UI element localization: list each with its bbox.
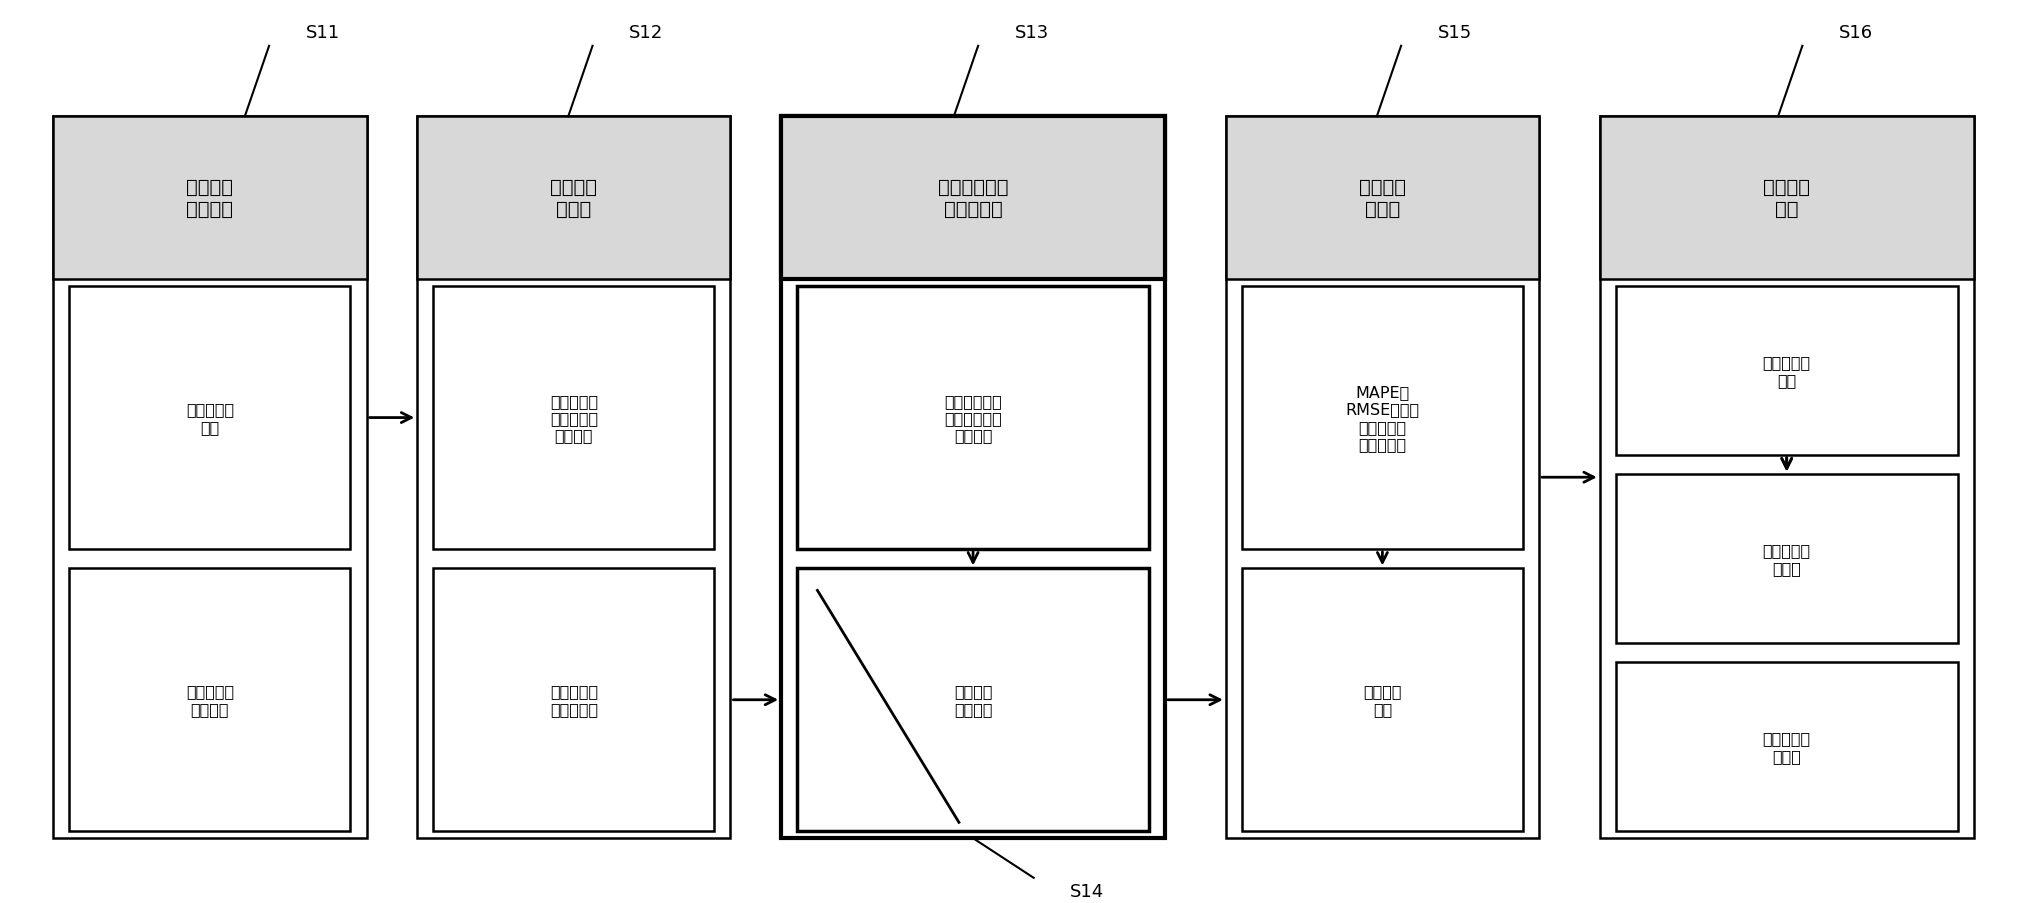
Text: 校验结果进
行分析: 校验结果进 行分析 (1763, 731, 1810, 763)
Bar (434, 287, 714, 549)
Text: 不同用户的
用电量水平: 不同用户的 用电量水平 (549, 684, 598, 716)
Bar (434, 569, 714, 832)
Text: 筛选出相近
运行状态的
量测数据: 筛选出相近 运行状态的 量测数据 (549, 393, 598, 443)
Text: S14: S14 (1070, 882, 1105, 900)
Text: 电能表量测
数据: 电能表量测 数据 (186, 402, 233, 434)
Bar (53, 117, 367, 280)
Bar (1616, 287, 1958, 455)
Bar (1616, 475, 1958, 643)
Text: 辅助业务
决策: 辅助业务 决策 (1763, 178, 1810, 219)
Bar (1616, 663, 1958, 832)
Text: 预处理量
测数据: 预处理量 测数据 (551, 178, 598, 219)
Text: S13: S13 (1014, 24, 1048, 42)
Text: 台区及用户
档案信息: 台区及用户 档案信息 (186, 684, 233, 716)
Text: S12: S12 (628, 24, 663, 42)
Text: 获取估计
所需信息: 获取估计 所需信息 (186, 178, 233, 219)
Text: 校核估计
精准度: 校核估计 精准度 (1358, 178, 1407, 219)
Bar (1599, 117, 1974, 838)
Bar (53, 117, 367, 838)
Text: 基于限定记忆
递推最小二乘
估计算法: 基于限定记忆 递推最小二乘 估计算法 (945, 393, 1001, 443)
Text: 构建误差
估计模型: 构建误差 估计模型 (955, 684, 993, 716)
Bar (418, 117, 730, 838)
Bar (797, 569, 1149, 832)
Bar (1226, 117, 1538, 838)
Text: S16: S16 (1838, 24, 1873, 42)
Text: MAPE、
RMSE作为评
判依据进行
校核与分析: MAPE、 RMSE作为评 判依据进行 校核与分析 (1346, 385, 1419, 452)
Text: 建立估计模型
和求解方法: 建立估计模型 和求解方法 (939, 178, 1007, 219)
Bar (1226, 117, 1538, 280)
Bar (1599, 117, 1974, 280)
Text: S11: S11 (306, 24, 341, 42)
Bar (69, 287, 351, 549)
Bar (797, 287, 1149, 549)
Text: S15: S15 (1437, 24, 1472, 42)
Bar (69, 569, 351, 832)
Bar (1243, 287, 1522, 549)
Text: 智能电表状
态更换: 智能电表状 态更换 (1763, 543, 1810, 575)
Bar (780, 117, 1166, 838)
Bar (418, 117, 730, 280)
Text: 窃电、漏电
检测: 窃电、漏电 检测 (1763, 355, 1810, 387)
Bar (1243, 569, 1522, 832)
Bar (780, 117, 1166, 280)
Text: 现场分层
抽样: 现场分层 抽样 (1364, 684, 1401, 716)
